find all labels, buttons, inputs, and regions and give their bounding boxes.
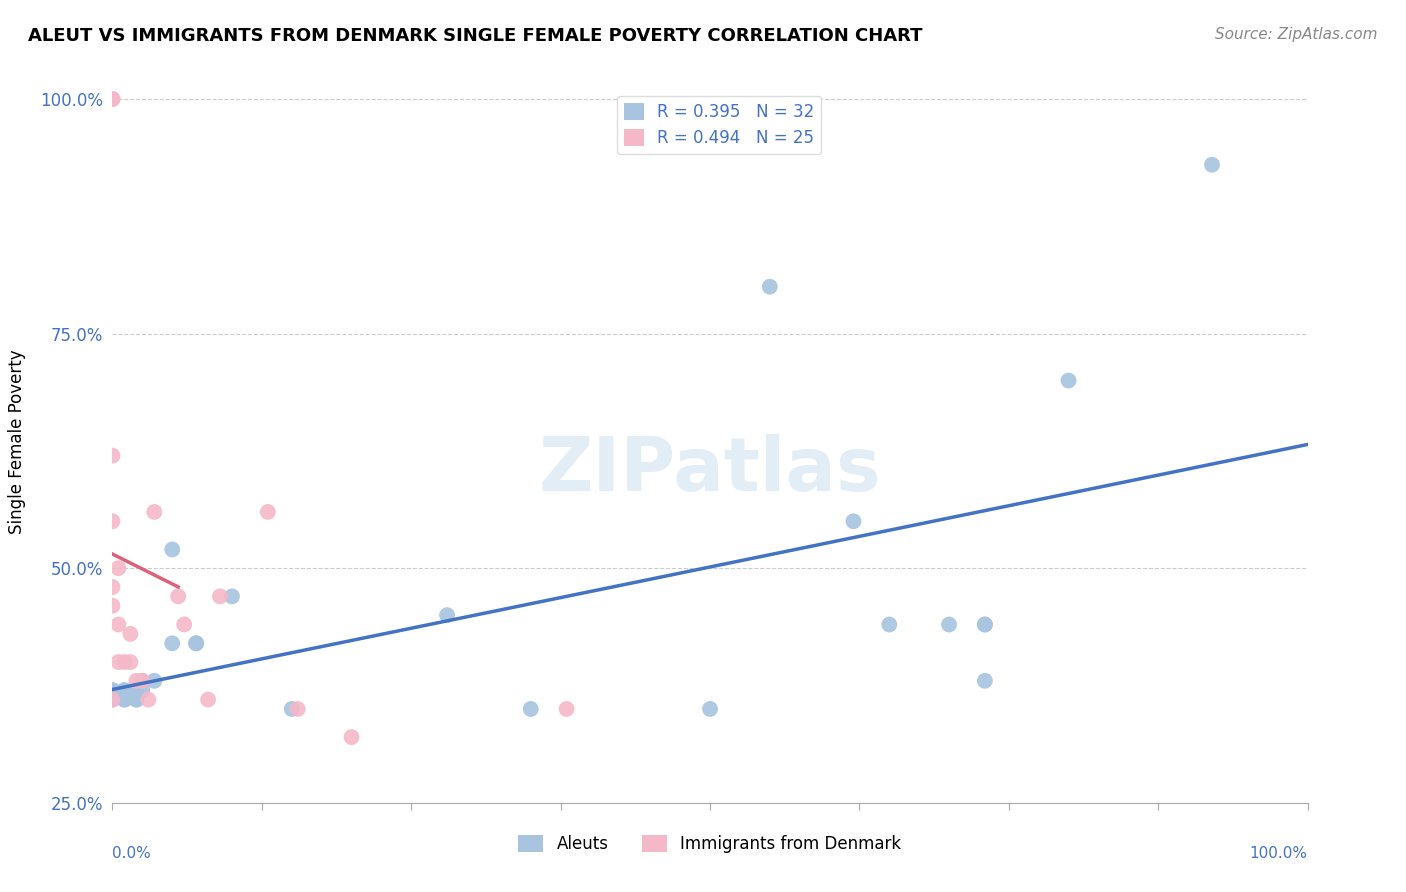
Point	[974, 673, 997, 688]
Point	[281, 702, 304, 716]
Point	[143, 505, 166, 519]
Point	[974, 617, 997, 632]
Text: 0.0%: 0.0%	[112, 847, 152, 861]
Point	[209, 590, 232, 604]
Point	[101, 692, 124, 706]
Point	[340, 730, 363, 744]
Point	[173, 617, 195, 632]
Point	[221, 590, 243, 604]
Point	[114, 683, 135, 698]
Legend: R = 0.395   N = 32, R = 0.494   N = 25: R = 0.395 N = 32, R = 0.494 N = 25	[617, 95, 821, 153]
Point	[520, 702, 543, 716]
Point	[114, 683, 135, 698]
Point	[197, 692, 219, 706]
Y-axis label: Single Female Poverty: Single Female Poverty	[8, 350, 25, 533]
Point	[120, 627, 142, 641]
Point	[938, 617, 960, 632]
Point	[107, 617, 129, 632]
Point	[879, 617, 901, 632]
Point	[143, 673, 166, 688]
Point	[131, 673, 153, 688]
Point	[114, 655, 135, 669]
Point	[131, 673, 153, 688]
Point	[699, 702, 721, 716]
Point	[1201, 158, 1223, 172]
Point	[1057, 374, 1080, 388]
Point	[759, 279, 782, 293]
Point	[125, 673, 148, 688]
Point	[120, 655, 142, 669]
Point	[101, 449, 124, 463]
Point	[107, 561, 129, 575]
Point	[125, 683, 148, 698]
Text: Source: ZipAtlas.com: Source: ZipAtlas.com	[1215, 27, 1378, 42]
Point	[125, 683, 148, 698]
Point	[101, 599, 124, 613]
Point	[257, 505, 280, 519]
Point	[167, 590, 190, 604]
Point	[101, 92, 124, 106]
Text: ALEUT VS IMMIGRANTS FROM DENMARK SINGLE FEMALE POVERTY CORRELATION CHART: ALEUT VS IMMIGRANTS FROM DENMARK SINGLE …	[28, 27, 922, 45]
Point	[287, 702, 309, 716]
Point	[162, 636, 183, 650]
Point	[131, 683, 153, 698]
Point	[101, 580, 124, 594]
Point	[186, 636, 208, 650]
Point	[842, 514, 865, 528]
Point	[101, 92, 124, 106]
Point	[114, 692, 135, 706]
Point	[162, 542, 183, 557]
Point	[114, 692, 135, 706]
Point	[138, 692, 160, 706]
Text: 100.0%: 100.0%	[1250, 847, 1308, 861]
Point	[974, 617, 997, 632]
Point	[125, 692, 148, 706]
Point	[101, 514, 124, 528]
Point	[186, 636, 208, 650]
Point	[555, 702, 578, 716]
Point	[107, 655, 129, 669]
Point	[101, 683, 124, 698]
Point	[125, 692, 148, 706]
Point	[101, 683, 124, 698]
Point	[436, 608, 458, 623]
Point	[101, 692, 124, 706]
Text: ZIPatlas: ZIPatlas	[538, 434, 882, 507]
